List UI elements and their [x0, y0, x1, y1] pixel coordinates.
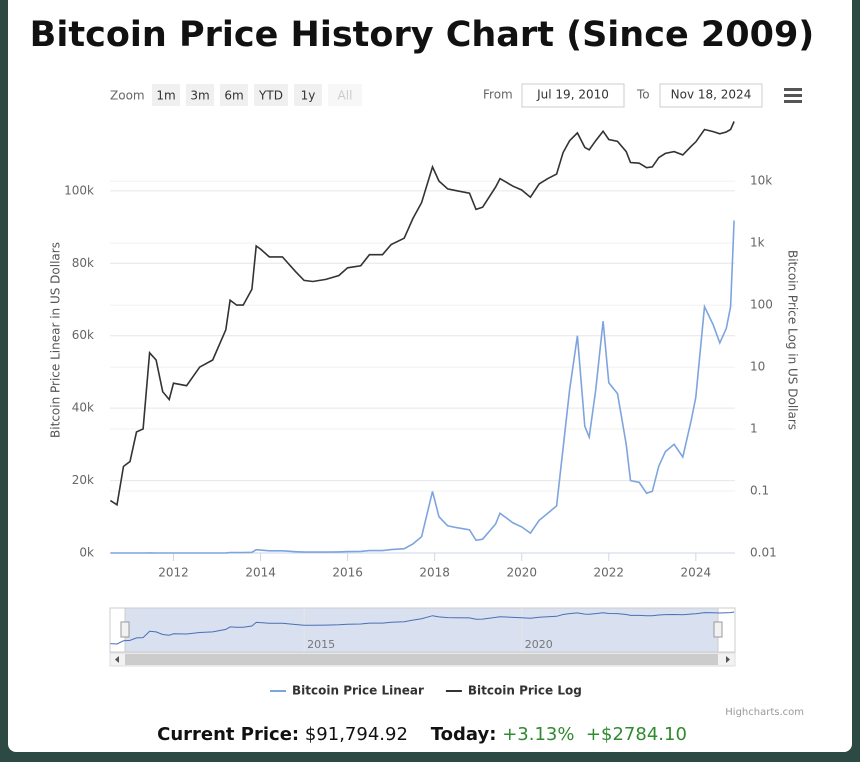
menu-button[interactable] — [784, 88, 802, 103]
y2-tick-label: 0.01 — [750, 546, 777, 560]
navigator-line — [110, 611, 735, 645]
y-tick-label: 40k — [72, 401, 94, 415]
y2-tick-label: 0.1 — [750, 484, 769, 498]
navigator-label: 2020 — [525, 638, 553, 651]
x-tick-label: 2012 — [158, 566, 189, 580]
zoom-button-label: 6m — [224, 89, 243, 103]
y-tick-label: 80k — [72, 256, 94, 270]
x-tick-label: 2018 — [419, 566, 450, 580]
menu-bar — [784, 100, 802, 103]
from-input[interactable] — [521, 83, 625, 108]
legend-label[interactable]: Bitcoin Price Log — [468, 684, 582, 698]
today-label: Today: — [430, 724, 497, 745]
y-tick-label: 100k — [64, 183, 94, 197]
navigator-label: 2015 — [307, 638, 335, 651]
series-line — [110, 220, 735, 554]
y-tick-label: 20k — [72, 473, 94, 487]
price: $91,794.92 — [304, 724, 408, 745]
zoom-button-label: 1m — [156, 89, 175, 103]
zoom-button[interactable] — [152, 84, 180, 106]
navigator-handle[interactable] — [120, 621, 130, 638]
price-label: Current Price: — [157, 724, 300, 745]
x-tick-label: 2014 — [245, 566, 276, 580]
zoom-button[interactable] — [186, 84, 214, 106]
zoom-label: Zoom — [110, 89, 145, 103]
y2-axis-title: Bitcoin Price Log in US Dollars — [786, 250, 800, 430]
zoom-button-label: 3m — [190, 89, 209, 103]
y2-tick-label: 100 — [750, 298, 773, 312]
menu-bar — [784, 94, 802, 97]
navigator-handle[interactable] — [713, 621, 723, 638]
to-date: Nov 18, 2024 — [671, 88, 752, 102]
footer: Current Price: $91,794.92 Today: +3.13% … — [0, 724, 844, 745]
zoom-button-label: All — [338, 89, 353, 103]
series-line — [109, 121, 735, 507]
x-tick-label: 2024 — [681, 566, 712, 580]
zoom-button-label: YTD — [258, 89, 283, 103]
from-label: From — [483, 88, 513, 102]
y2-tick-label: 1 — [750, 422, 758, 436]
y2-tick-label: 1k — [750, 236, 765, 250]
x-tick-label: 2016 — [332, 566, 363, 580]
credits: Highcharts.com — [725, 707, 804, 718]
zoom-button[interactable] — [294, 84, 322, 106]
zoom-button[interactable] — [328, 84, 362, 106]
to-input[interactable] — [659, 83, 763, 108]
change-abs: +$2784.10 — [585, 724, 687, 745]
y-tick-label: 0k — [79, 546, 94, 560]
zoom-button[interactable] — [220, 84, 248, 106]
x-tick-label: 2020 — [506, 566, 537, 580]
zoom-button[interactable] — [254, 84, 288, 106]
legend-label[interactable]: Bitcoin Price Linear — [292, 684, 424, 698]
y2-tick-label: 10 — [750, 360, 765, 374]
zoom-button-label: 1y — [301, 89, 316, 103]
scrollbar-arrow — [726, 656, 730, 663]
from-date: Jul 19, 2010 — [536, 88, 609, 102]
y-axis-title: Bitcoin Price Linear in US Dollars — [49, 242, 63, 438]
to-label: To — [636, 88, 650, 102]
y2-tick-label: 10k — [750, 174, 772, 188]
menu-bar — [784, 88, 802, 91]
scrollbar-thumb[interactable] — [125, 654, 718, 665]
change-pct: +3.13% — [502, 724, 575, 745]
scrollbar-arrow — [115, 656, 119, 663]
y-tick-label: 60k — [72, 328, 94, 342]
x-tick-label: 2022 — [594, 566, 625, 580]
chart-title: Bitcoin Price History Chart (Since 2009) — [30, 15, 815, 55]
